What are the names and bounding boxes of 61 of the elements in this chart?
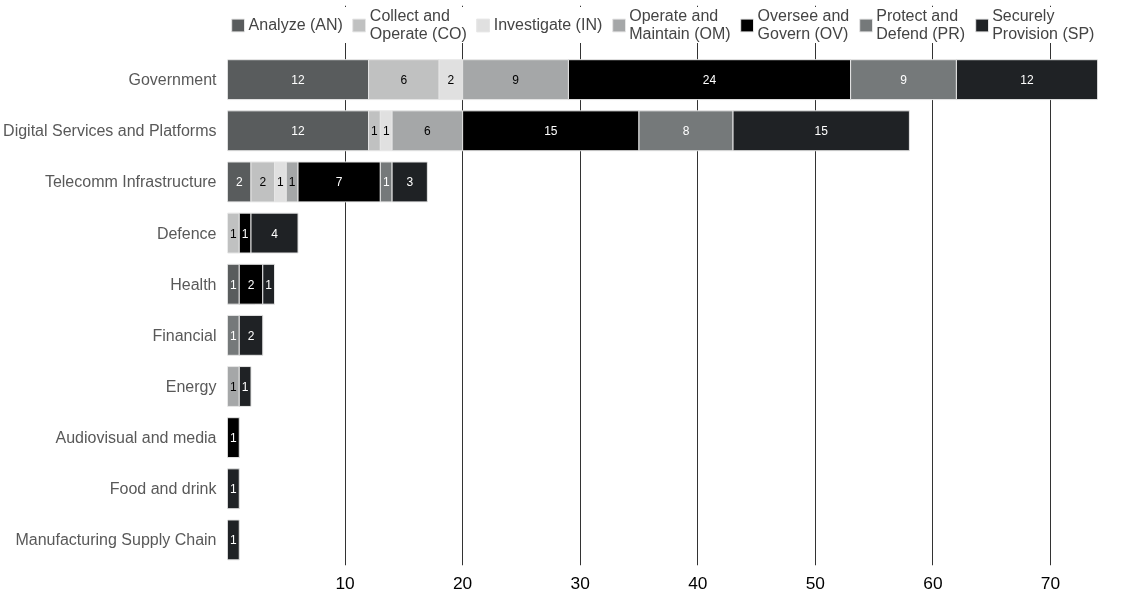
data-label: 1 — [230, 431, 238, 446]
data-label: 1 — [382, 175, 390, 190]
legend-label: Securely Provision (SP) — [992, 7, 1095, 43]
y-tick-label: Government — [128, 71, 218, 89]
x-tick-label: 30 — [570, 572, 590, 593]
legend-label: Protect and Defend (PR) — [876, 7, 966, 43]
y-tick-label: Energy — [165, 378, 217, 395]
data-label: 1 — [230, 328, 238, 343]
data-label: 1 — [230, 482, 238, 497]
y-tick-label: Food and drink — [109, 480, 218, 498]
data-label: 12 — [1020, 73, 1034, 88]
data-label: 1 — [230, 226, 238, 241]
bar — [227, 468, 240, 510]
y-tick-label: Audiovisual and media — [55, 429, 217, 447]
data-label: 12 — [291, 124, 306, 139]
data-label: 24 — [702, 73, 717, 88]
bar — [227, 519, 240, 561]
legend-label: Oversee and Govern (OV) — [757, 7, 850, 43]
data-label: 2 — [247, 328, 255, 343]
y-tick-label: Defence — [156, 224, 217, 242]
data-label: 1 — [382, 124, 390, 139]
x-tick-label: 70 — [1040, 572, 1061, 593]
data-label: 7 — [335, 175, 343, 190]
data-label: 15 — [544, 124, 558, 139]
x-tick-label: 40 — [688, 572, 708, 593]
data-label: 2 — [447, 73, 455, 88]
data-label: 9 — [512, 73, 520, 88]
data-label: 1 — [277, 175, 285, 190]
legend-label: Investigate (IN) — [493, 16, 603, 34]
data-label: 8 — [682, 124, 690, 139]
y-tick-label: Health — [170, 275, 217, 293]
legend-label: Analyze (AN) — [248, 16, 343, 34]
x-tick-label: 10 — [335, 572, 355, 593]
data-label: 1 — [371, 124, 379, 139]
data-label: 2 — [235, 175, 243, 190]
data-label: 1 — [241, 380, 249, 394]
data-label: 1 — [288, 175, 296, 190]
data-label: 1 — [230, 380, 238, 394]
bar — [227, 417, 240, 459]
data-label: 1 — [230, 533, 238, 548]
y-tick-label: Manufacturing Supply Chain — [15, 531, 217, 549]
data-label: 6 — [424, 124, 432, 139]
y-tick-label: Financial — [152, 326, 217, 344]
y-tick-label: Telecomm Infrastructure — [44, 173, 217, 191]
data-label: 1 — [241, 226, 249, 241]
data-label: 4 — [271, 226, 279, 241]
legend-label: Operate and Maintain (OM) — [629, 7, 731, 43]
data-label: 2 — [247, 277, 255, 292]
data-label: 9 — [900, 73, 908, 88]
x-tick-label: 50 — [805, 572, 825, 593]
data-label: 3 — [406, 175, 414, 190]
data-label: 1 — [265, 277, 273, 292]
x-tick-label: 60 — [923, 572, 943, 593]
data-label: 1 — [230, 277, 238, 292]
x-tick-label: 20 — [453, 572, 473, 593]
data-label: 6 — [400, 73, 408, 88]
data-label: 2 — [259, 175, 267, 190]
legend-label: Collect and Operate (CO) — [369, 7, 467, 43]
data-label: 12 — [291, 73, 306, 88]
y-tick-label: Digital Services and Platforms — [3, 122, 217, 140]
data-label: 15 — [814, 124, 829, 139]
